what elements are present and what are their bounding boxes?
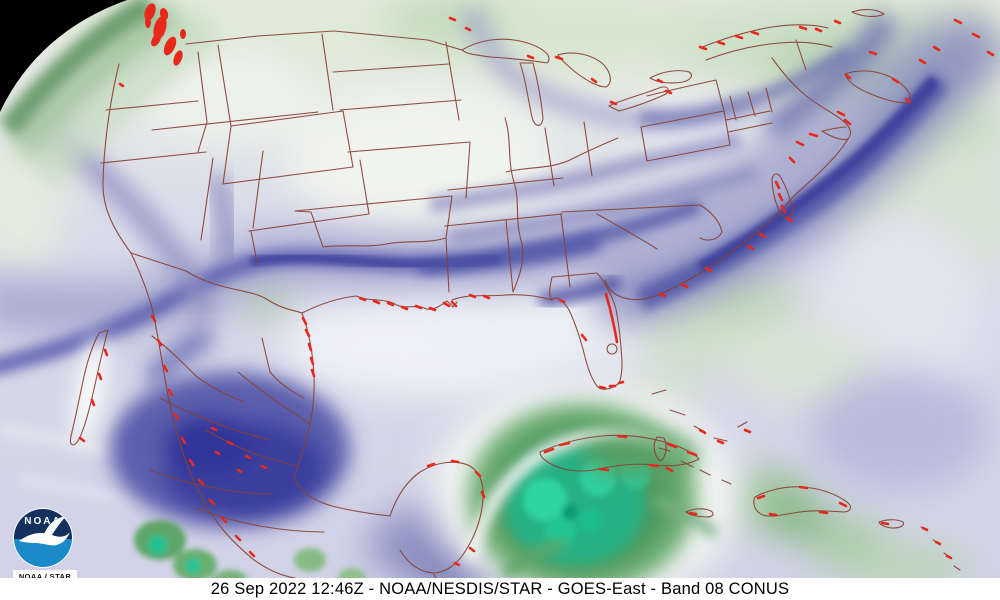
noaa-seal: NOAA bbox=[14, 509, 72, 567]
hurricane bbox=[430, 383, 740, 578]
noaa-logo: NOAA NOAA / STAR bbox=[13, 509, 77, 582]
pacific-convection bbox=[134, 520, 366, 578]
water-vapor-satellite-image bbox=[0, 0, 1000, 578]
caption-text: 26 Sep 2022 12:46Z - NOAA/NESDIS/STAR - … bbox=[210, 579, 790, 598]
caption-bar: 26 Sep 2022 12:46Z - NOAA/NESDIS/STAR - … bbox=[0, 578, 1000, 600]
seagull-icon bbox=[19, 516, 70, 546]
state-borders bbox=[69, 9, 961, 578]
noaa-seal-text: NOAA bbox=[24, 516, 62, 527]
fire-hotspots-northwest bbox=[144, 3, 186, 66]
moisture-bands bbox=[0, 7, 1000, 523]
hotspot-marks bbox=[78, 3, 995, 567]
